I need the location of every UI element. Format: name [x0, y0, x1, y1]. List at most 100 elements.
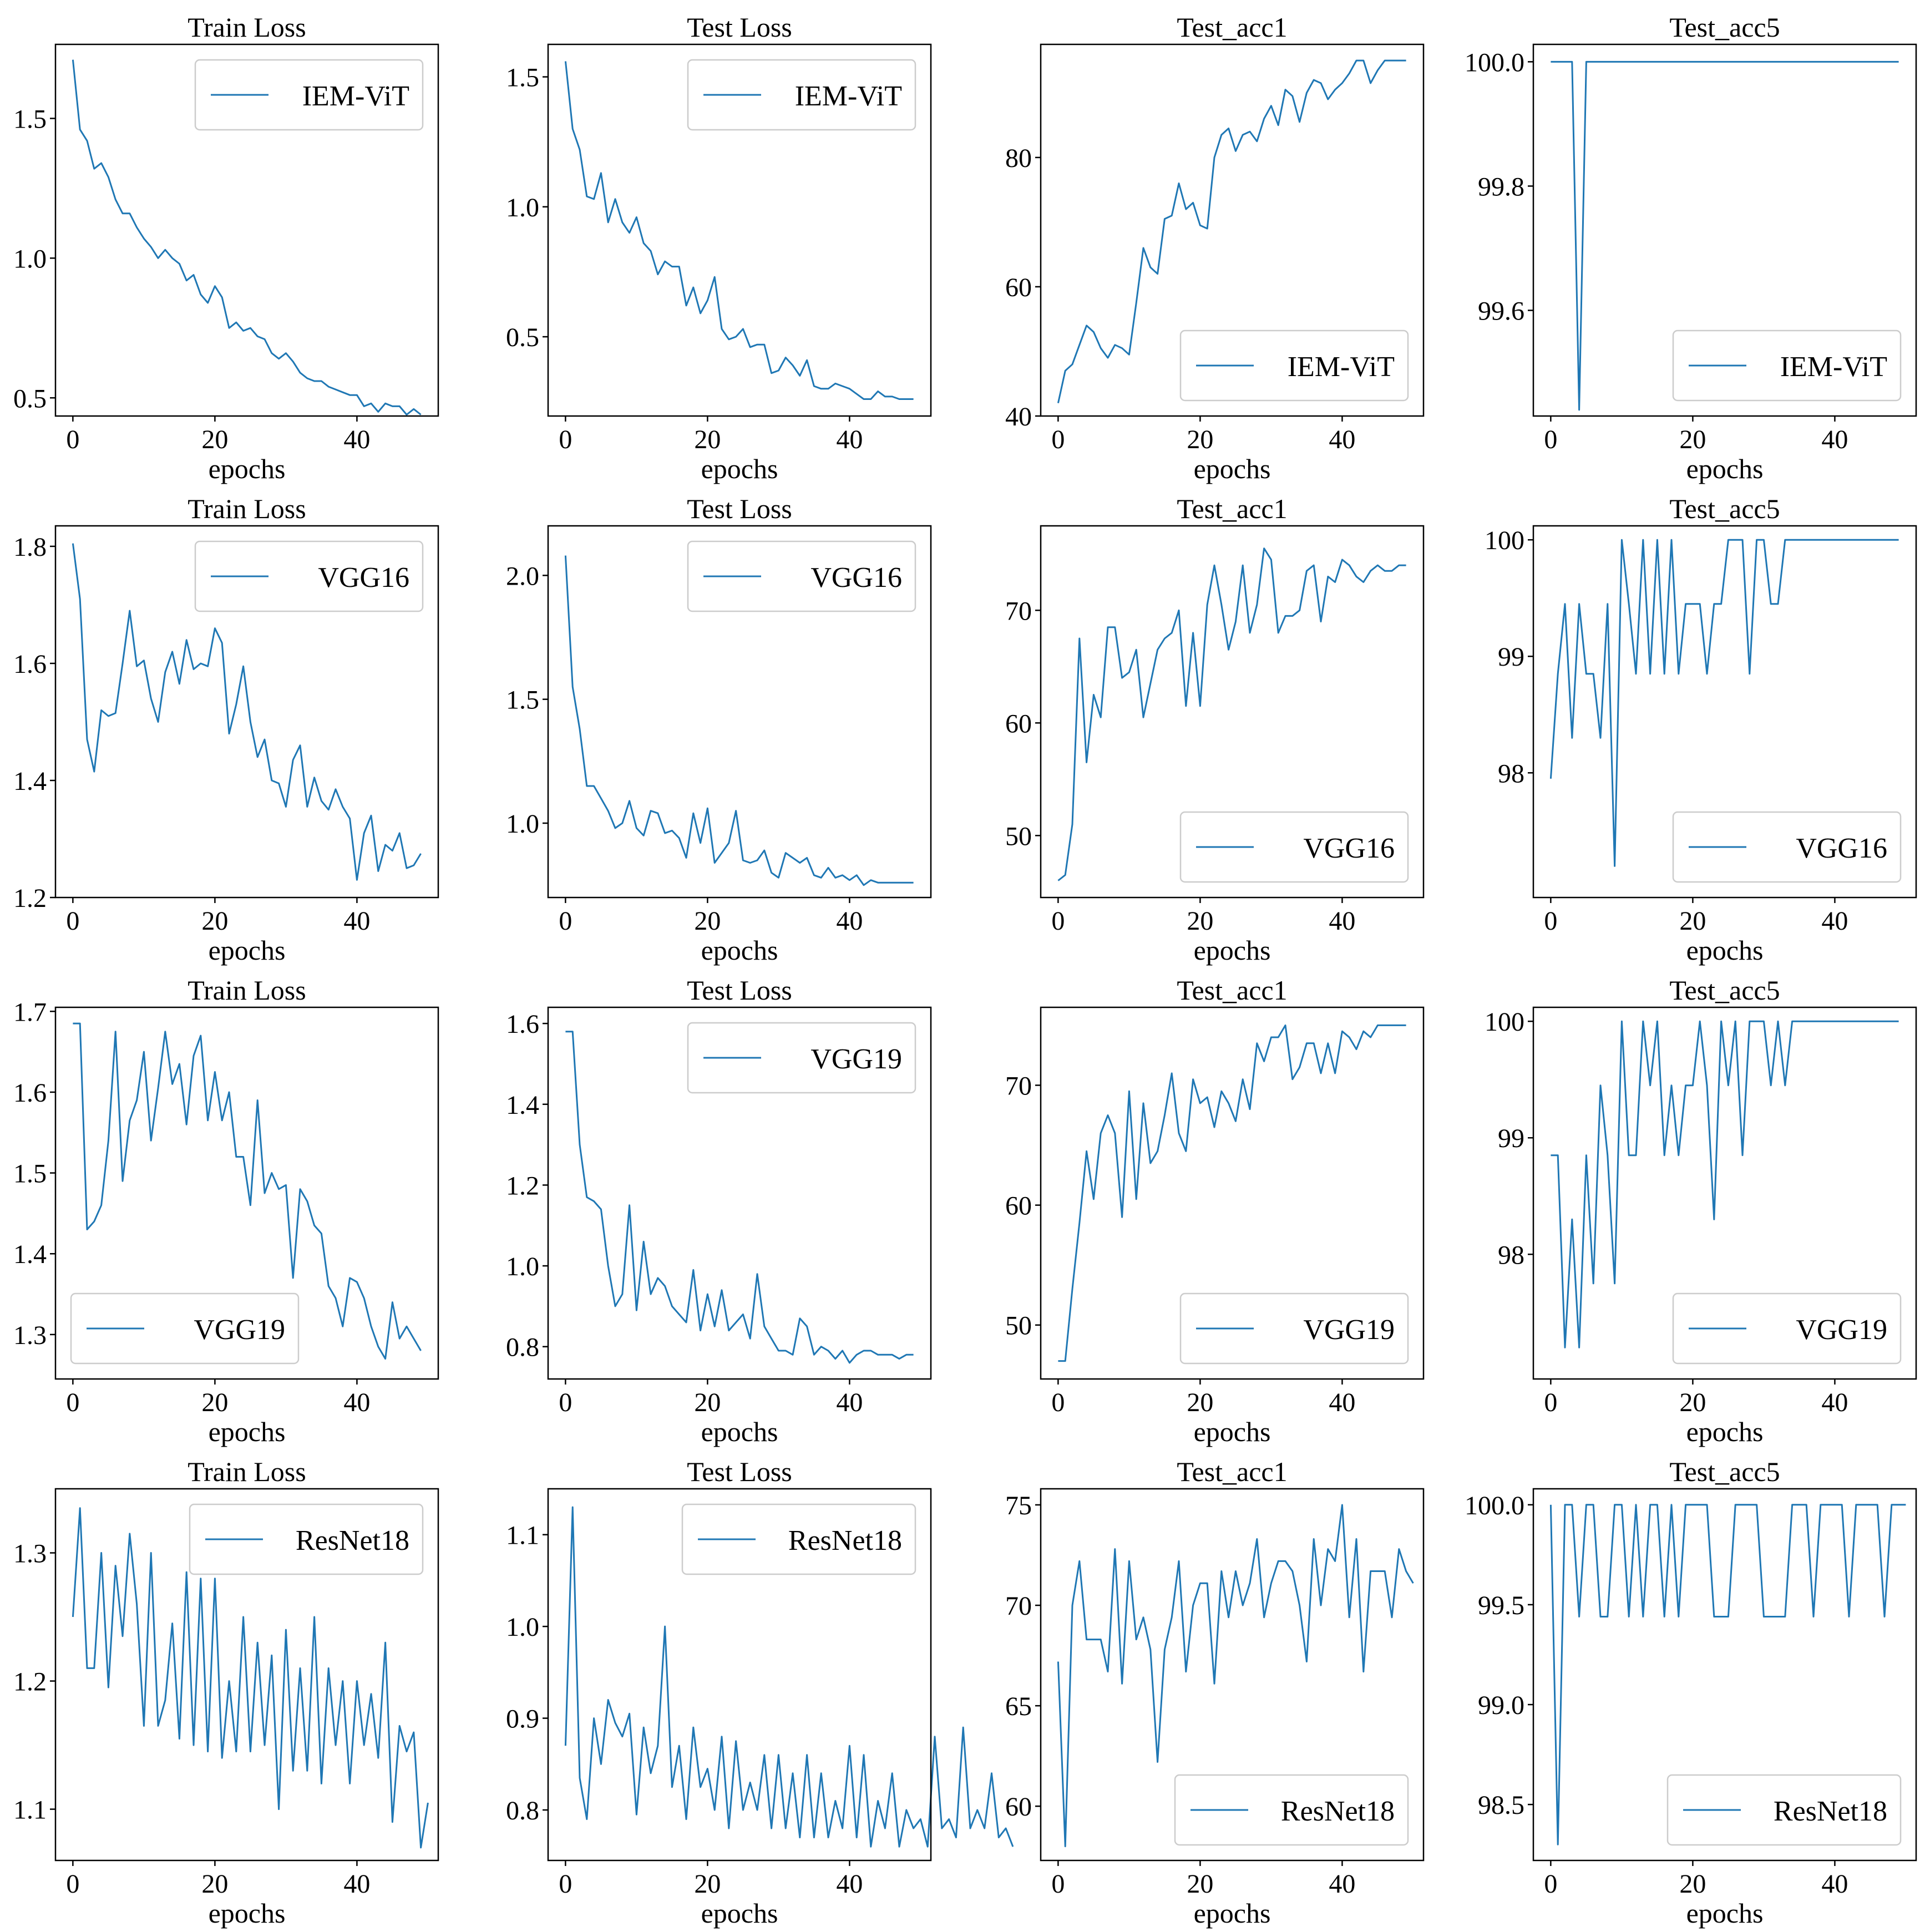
x-axis-label: epochs — [701, 1416, 778, 1447]
x-tick-label: 40 — [343, 425, 370, 454]
axes-frame — [54, 1488, 439, 1862]
subplot-3-2: Test Loss 0 20 40 0.8 1.0 1.2 1.4 1.6 epochs VGG19 — [506, 975, 932, 1447]
y-tick-label: 1.3 — [13, 1321, 47, 1350]
x-tick-label: 0 — [1051, 425, 1065, 454]
subplot-3-3: Test_acc1 0 20 40 50 60 70 epochs VGG19 — [1005, 975, 1425, 1447]
x-tick-label: 40 — [836, 906, 863, 936]
axes-frame — [1040, 1488, 1425, 1862]
legend-box — [1672, 1292, 1902, 1365]
chart-title: Test_acc5 — [1669, 1456, 1780, 1487]
x-axis-label: epochs — [1686, 935, 1764, 966]
x-tick-label: 20 — [201, 1869, 228, 1899]
series-line — [1057, 59, 1406, 404]
legend-box — [1672, 811, 1902, 883]
chart-title: Test Loss — [687, 975, 792, 1006]
y-tick-label: 100 — [1485, 526, 1524, 555]
axes-frame — [1532, 1488, 1917, 1862]
series-line — [72, 59, 422, 415]
y-tick-label: 99 — [1498, 1124, 1524, 1153]
x-tick-label: 40 — [836, 1388, 863, 1417]
axes-frame — [547, 525, 932, 899]
x-tick-label: 20 — [1187, 906, 1213, 936]
x-tick-label: 20 — [694, 906, 721, 936]
y-tick-label: 1.5 — [13, 104, 47, 134]
chart-title: Test_acc5 — [1669, 975, 1780, 1006]
x-tick-label: 0 — [1051, 1869, 1065, 1899]
subplot-4-4: Test_acc5 0 20 40 98.5 99.0 99.5 100.0 epochs Res… — [1465, 1456, 1917, 1929]
legend-label: VGG16 — [810, 562, 902, 594]
subplot-3-1: Train Loss 0 20 40 1.3 1.4 1.5 1.6 1.7 epochs VGG1… — [13, 975, 439, 1447]
legend-label: VGG19 — [810, 1043, 902, 1075]
x-tick-label: 40 — [1329, 906, 1355, 936]
legend-label: IEM-ViT — [1288, 351, 1395, 383]
series-line — [565, 1031, 914, 1364]
y-tick-label: 0.5 — [13, 384, 47, 413]
x-tick-label: 0 — [66, 906, 79, 936]
chart-title: Test_acc5 — [1669, 12, 1780, 43]
x-tick-label: 20 — [1679, 1388, 1706, 1417]
series-line — [1549, 539, 1899, 867]
legend: ResNet18 — [1174, 1774, 1409, 1846]
legend-box — [194, 59, 424, 131]
legend: IEM-ViT — [194, 59, 424, 131]
x-tick-label: 40 — [1329, 1869, 1355, 1899]
legend-box — [1666, 1774, 1902, 1846]
x-tick-label: 40 — [1329, 425, 1355, 454]
x-tick-label: 20 — [201, 906, 228, 936]
x-axis-label: epochs — [701, 453, 778, 484]
axes-frame — [1532, 43, 1917, 417]
x-tick-label: 0 — [1544, 1388, 1557, 1417]
legend-label: IEM-ViT — [302, 80, 409, 112]
series-line — [1057, 1504, 1414, 1848]
x-axis-label: epochs — [209, 1898, 286, 1929]
y-tick-label: 1.4 — [506, 1091, 539, 1120]
legend-label: VGG16 — [318, 562, 409, 594]
x-tick-label: 40 — [1821, 906, 1848, 936]
x-tick-label: 20 — [1187, 1388, 1213, 1417]
legend: VGG16 — [194, 540, 424, 612]
legend-box — [687, 1022, 916, 1094]
subplot-2-4: Test_acc5 0 20 40 98 99 100 epochs VGG16 — [1485, 493, 1917, 966]
x-tick-label: 40 — [343, 1869, 370, 1899]
x-axis-label: epochs — [1194, 1416, 1271, 1447]
legend-label: ResNet18 — [788, 1525, 902, 1556]
legend: IEM-ViT — [1179, 329, 1409, 402]
legend-box — [687, 540, 916, 612]
x-axis-label: epochs — [1194, 935, 1271, 966]
x-axis-label: epochs — [209, 1416, 286, 1447]
legend-box — [1672, 329, 1902, 402]
series-line — [1551, 1020, 1899, 1348]
series-line — [564, 61, 914, 400]
y-tick-label: 1.5 — [506, 63, 539, 93]
legend-box — [681, 1503, 916, 1575]
axes-frame — [54, 525, 439, 899]
chart-title: Test_acc5 — [1669, 493, 1780, 524]
y-tick-label: 1.6 — [13, 1078, 47, 1108]
x-tick-label: 20 — [1187, 1869, 1213, 1899]
y-tick-label: 70 — [1005, 596, 1032, 626]
legend-label: VGG19 — [1796, 1314, 1887, 1346]
y-tick-label: 60 — [1005, 1792, 1032, 1822]
x-tick-label: 40 — [1329, 1388, 1355, 1417]
x-tick-label: 0 — [559, 1869, 572, 1899]
x-tick-label: 20 — [201, 425, 228, 454]
legend-box — [189, 1503, 424, 1575]
axes-frame — [1532, 525, 1917, 899]
x-tick-label: 0 — [1544, 1869, 1557, 1899]
x-tick-label: 0 — [559, 1388, 572, 1417]
series-line — [1057, 547, 1406, 881]
axes-frame — [547, 1006, 932, 1380]
legend: VGG16 — [1179, 811, 1409, 883]
series-line — [564, 555, 914, 886]
axes-frame — [54, 43, 439, 417]
y-tick-label: 1.0 — [506, 1612, 539, 1642]
x-tick-label: 0 — [66, 425, 79, 454]
x-axis-label: epochs — [209, 453, 286, 484]
x-tick-label: 40 — [836, 1869, 863, 1899]
subplot-1-1: Train Loss 0 20 40 0.5 1.0 1.5 epochs IEM-ViT — [13, 12, 439, 484]
legend-box — [194, 540, 424, 612]
legend-box — [1174, 1774, 1409, 1846]
legend: VGG19 — [687, 1022, 916, 1094]
legend: ResNet18 — [189, 1503, 424, 1575]
x-tick-label: 0 — [66, 1388, 79, 1417]
